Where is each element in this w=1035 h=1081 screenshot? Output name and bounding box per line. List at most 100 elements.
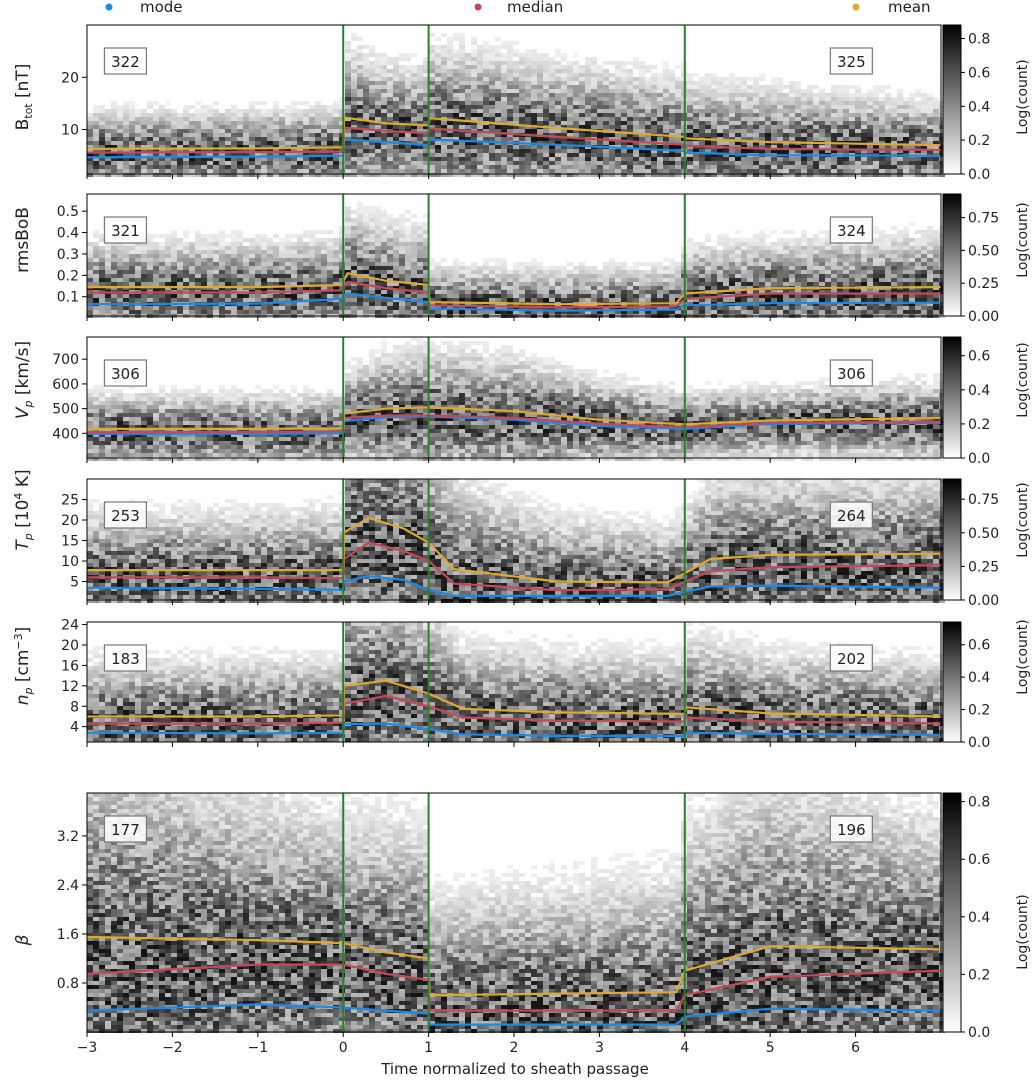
- histogram-cell: [495, 294, 501, 298]
- histogram-cell: [375, 173, 381, 177]
- histogram-cell: [207, 294, 213, 298]
- histogram-cell: [891, 137, 897, 141]
- histogram-cell: [633, 145, 639, 149]
- histogram-cell: [291, 113, 297, 117]
- histogram-cell: [261, 250, 267, 254]
- histogram-cell: [753, 101, 759, 105]
- histogram-cell: [543, 65, 549, 69]
- histogram-cell: [801, 117, 807, 121]
- histogram-cell: [141, 266, 147, 270]
- histogram-cell: [201, 121, 207, 125]
- histogram-cell: [405, 121, 411, 125]
- histogram-cell: [837, 129, 843, 133]
- histogram-cell: [351, 274, 357, 278]
- histogram-cell: [411, 105, 417, 109]
- histogram-cell: [297, 278, 303, 282]
- histogram-cell: [429, 65, 435, 69]
- histogram-cell: [153, 274, 159, 278]
- histogram-cell: [267, 133, 273, 137]
- histogram-cell: [129, 306, 135, 310]
- histogram-cell: [789, 165, 795, 169]
- histogram-cell: [363, 145, 369, 149]
- histogram-cell: [567, 157, 573, 161]
- histogram-cell: [747, 117, 753, 121]
- histogram-cell: [339, 105, 345, 109]
- histogram-cell: [351, 53, 357, 57]
- histogram-cell: [225, 157, 231, 161]
- histogram-cell: [567, 81, 573, 85]
- histogram-cell: [687, 101, 693, 105]
- histogram-cell: [423, 153, 429, 157]
- histogram-cell: [717, 169, 723, 173]
- histogram-cell: [345, 173, 351, 177]
- histogram-cell: [507, 101, 513, 105]
- histogram-cell: [891, 165, 897, 169]
- histogram-cell: [879, 117, 885, 121]
- histogram-cell: [621, 113, 627, 117]
- histogram-cell: [267, 165, 273, 169]
- histogram-cell: [531, 73, 537, 77]
- histogram-cell: [201, 169, 207, 173]
- histogram-cell: [465, 81, 471, 85]
- histogram-cell: [249, 109, 255, 113]
- histogram-cell: [207, 133, 213, 137]
- histogram-cell: [441, 270, 447, 274]
- histogram-cell: [759, 77, 765, 81]
- histogram-cell: [201, 141, 207, 145]
- histogram-cell: [789, 137, 795, 141]
- histogram-cell: [357, 266, 363, 270]
- histogram-cell: [327, 230, 333, 234]
- histogram-cell: [429, 133, 435, 137]
- histogram-cell: [357, 286, 363, 290]
- histogram-cell: [87, 153, 93, 157]
- histogram-cell: [471, 97, 477, 101]
- histogram-cell: [309, 109, 315, 113]
- histogram-cell: [255, 266, 261, 270]
- histogram-cell: [831, 165, 837, 169]
- histogram-cell: [297, 246, 303, 250]
- histogram-cell: [561, 77, 567, 81]
- histogram-cell: [351, 153, 357, 157]
- histogram-cell: [327, 294, 333, 298]
- histogram-cell: [849, 157, 855, 161]
- histogram-cell: [363, 133, 369, 137]
- histogram-cell: [339, 137, 345, 141]
- histogram-cell: [255, 169, 261, 173]
- histogram-cell: [399, 125, 405, 129]
- histogram-cell: [717, 117, 723, 121]
- histogram-cell: [483, 157, 489, 161]
- histogram-cell: [303, 153, 309, 157]
- histogram-cell: [117, 266, 123, 270]
- histogram-cell: [267, 286, 273, 290]
- histogram-cell: [453, 113, 459, 117]
- histogram-cell: [123, 133, 129, 137]
- histogram-cell: [279, 242, 285, 246]
- histogram-cell: [483, 129, 489, 133]
- histogram-cell: [879, 169, 885, 173]
- histogram-cell: [483, 137, 489, 141]
- histogram-cell: [759, 93, 765, 97]
- histogram-cell: [351, 302, 357, 306]
- histogram-cell: [885, 85, 891, 89]
- histogram-cell: [489, 49, 495, 53]
- histogram-cell: [459, 121, 465, 125]
- histogram-cell: [519, 53, 525, 57]
- histogram-cell: [675, 89, 681, 93]
- histogram-cell: [885, 133, 891, 137]
- histogram-cell: [417, 145, 423, 149]
- histogram-cell: [171, 282, 177, 286]
- histogram-cell: [111, 157, 117, 161]
- histogram-cell: [195, 149, 201, 153]
- histogram-cell: [489, 266, 495, 270]
- histogram-cell: [405, 234, 411, 238]
- histogram-cell: [333, 109, 339, 113]
- histogram-cell: [375, 93, 381, 97]
- histogram-cell: [657, 161, 663, 165]
- histogram-cell: [549, 165, 555, 169]
- histogram-cell: [435, 294, 441, 298]
- histogram-cell: [735, 109, 741, 113]
- histogram-cell: [519, 125, 525, 129]
- histogram-cell: [141, 137, 147, 141]
- histogram-cell: [447, 157, 453, 161]
- histogram-cell: [735, 149, 741, 153]
